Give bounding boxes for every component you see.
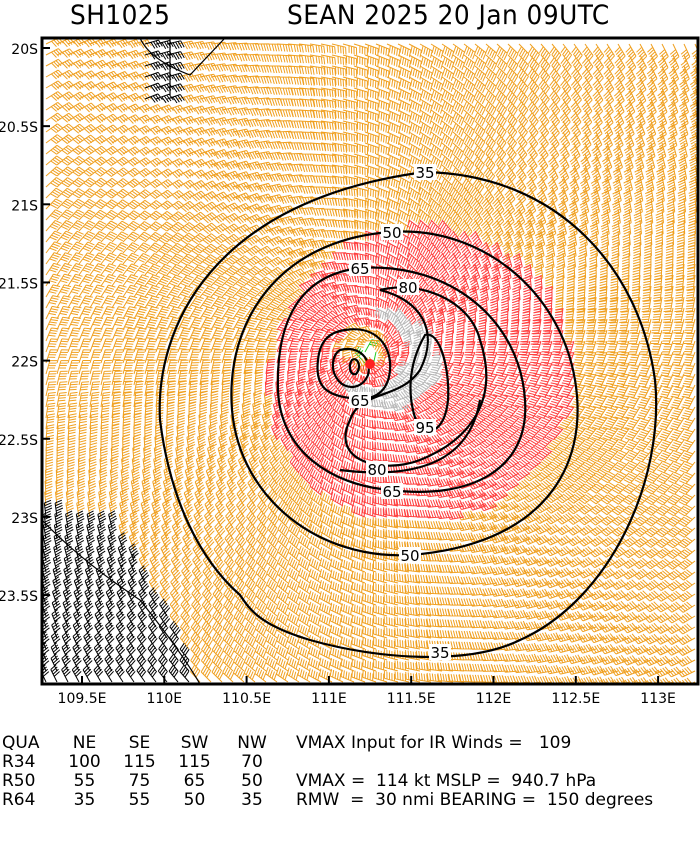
- contour-label: 80: [398, 279, 417, 297]
- table-cell: 65: [183, 771, 206, 791]
- table-row: R34 100 115 115 70: [2, 753, 653, 772]
- contour-35: [158, 170, 658, 659]
- wind-barbs-34-64kt: [44, 38, 698, 684]
- coastline: [139, 38, 226, 95]
- lon-label: 113E: [640, 691, 676, 707]
- table-cell: 115: [178, 752, 211, 772]
- table-cell: 70: [241, 752, 263, 772]
- storm-id: SH1025: [70, 0, 171, 31]
- lon-label: 111.5E: [387, 691, 436, 707]
- lon-label: 112.5E: [551, 691, 600, 707]
- wind-map: 35 50 65 80 95 65 80 65 50 35 20S 20.5S 21S 21.5S 22S…: [0, 36, 700, 707]
- contour-label: 80: [367, 461, 386, 479]
- lat-label: 21S: [11, 198, 38, 214]
- table-cell: SW: [180, 733, 209, 753]
- contour-label: 65: [350, 392, 369, 410]
- contour-65: [276, 266, 527, 493]
- lon-label: 111E: [311, 691, 347, 707]
- table-header: QUA NE SE SW NW VMAX Input for IR Winds = 109: [2, 734, 653, 753]
- storm-wind-analysis: SH1025 SEAN 2025 20 Jan 09UTC 35 50 65 80 95…: [0, 0, 700, 810]
- wind-barbs-over-land: [42, 39, 190, 683]
- contour-label: 95: [415, 419, 434, 437]
- contour-label: 50: [382, 224, 401, 242]
- contour-label: 35: [430, 644, 449, 662]
- lat-label: 20S: [11, 42, 38, 58]
- storm-title: SEAN 2025 20 Jan 09UTC: [287, 0, 610, 31]
- table-note: VMAX = 114 kt MSLP = 940.7 hPa: [296, 771, 597, 791]
- table-cell: NE: [72, 733, 97, 753]
- contour-label: 65: [350, 260, 369, 278]
- table-cell: 35: [241, 790, 263, 810]
- table-note: RMW = 30 nmi BEARING = 150 degrees: [296, 790, 654, 810]
- lat-label: 23.5S: [0, 589, 38, 605]
- table-cell: R64: [2, 790, 36, 810]
- table-cell: QUA: [2, 733, 40, 753]
- table-cell: 55: [128, 790, 151, 810]
- table-cell: 50: [241, 771, 263, 791]
- lat-label: 21.5S: [0, 276, 38, 292]
- table-cell: 100: [68, 752, 101, 772]
- table-cell: R34: [2, 752, 36, 772]
- contour-inner: [331, 347, 370, 388]
- lon-label: 110.5E: [222, 691, 271, 707]
- table-cell: SE: [128, 733, 151, 753]
- contour-label: 65: [382, 483, 401, 501]
- contour-label: 35: [415, 164, 434, 182]
- lat-label: 22S: [11, 355, 38, 371]
- lat-label: 22.5S: [0, 433, 38, 449]
- table-cell: R50: [2, 771, 36, 791]
- lon-label: 109.5E: [58, 691, 107, 707]
- table-row: R50 55 75 65 50 VMAX = 114 kt MSLP = 940.7 hP…: [2, 772, 653, 791]
- lat-label: 20.5S: [0, 120, 38, 136]
- coastline: [42, 519, 201, 684]
- table-cell: 55: [73, 771, 96, 791]
- wind-barbs-64-95kt: [264, 219, 575, 520]
- contour-label: 50: [400, 547, 419, 565]
- table-cell: 115: [123, 752, 156, 772]
- table-cell: 75: [128, 771, 151, 791]
- wind-radii-table: QUA NE SE SW NW VMAX Input for IR Winds = 109…: [2, 696, 653, 848]
- table-cell: NW: [237, 733, 267, 753]
- lon-label: 110E: [147, 691, 183, 707]
- lon-label: 112E: [476, 691, 512, 707]
- table-cell: 35: [73, 790, 96, 810]
- table-note: VMAX Input for IR Winds = 109: [296, 733, 572, 753]
- storm-center-marker: [365, 359, 375, 369]
- table-row: R64 35 55 50 35 RMW = 30 nmi BEARING = 150 de…: [2, 791, 653, 810]
- lat-label: 23S: [11, 511, 38, 527]
- table-cell: 50: [183, 790, 206, 810]
